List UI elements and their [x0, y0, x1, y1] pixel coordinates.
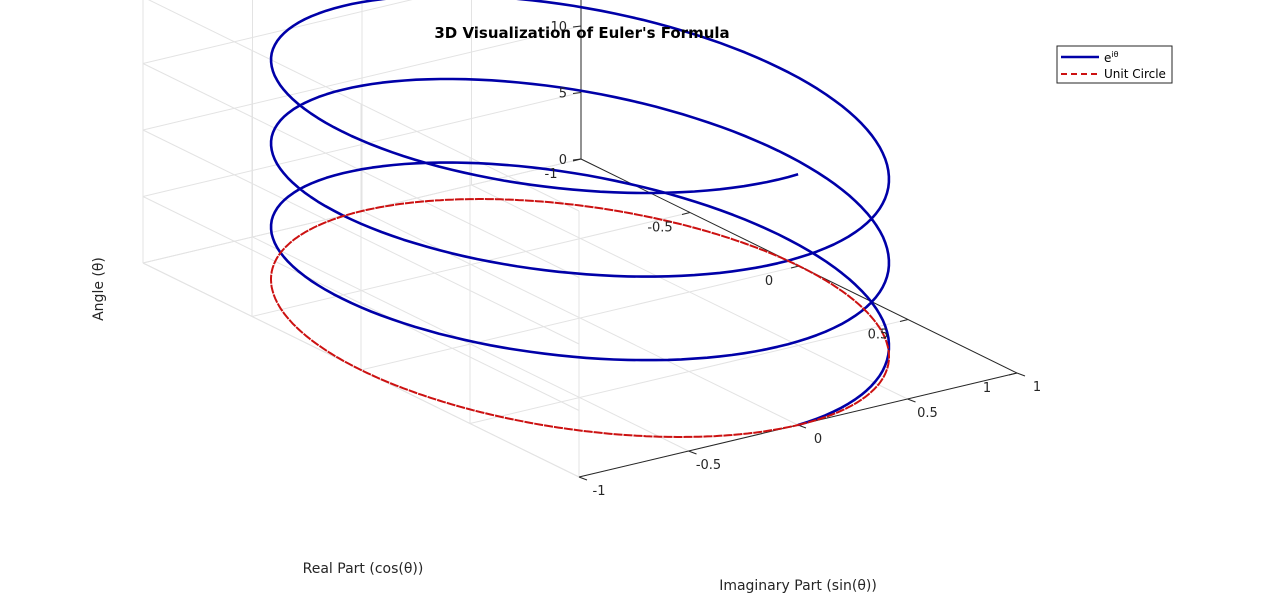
x-axis-label: Real Part (cos(θ)) — [303, 561, 424, 577]
z-tick-label: 10 — [550, 20, 567, 35]
y-tick-label: 1 — [1033, 380, 1041, 395]
legend-label-unit-circle: Unit Circle — [1104, 67, 1166, 81]
legend-label-euler-base: e — [1104, 51, 1111, 65]
legend: eiθ Unit Circle — [1056, 45, 1173, 84]
z-tick-label: 5 — [559, 87, 567, 102]
wall-grid-line — [142, 0, 413, 64]
axes — [572, 0, 1026, 481]
legend-label-euler: eiθ — [1104, 50, 1119, 65]
floor-grid-line — [469, 319, 909, 424]
y-axis-label: Imaginary Part (sin(θ)) — [719, 578, 877, 593]
y-tick-mark — [688, 450, 697, 455]
y-tick-label: -0.5 — [696, 458, 721, 473]
floor-grid-line — [471, 184, 908, 400]
floor-grid-line — [361, 210, 799, 426]
z-tick-mark — [572, 92, 582, 94]
z-tick-mark — [572, 25, 582, 28]
x-tick-label: 0.5 — [868, 328, 889, 343]
x-tick-label: 1 — [983, 381, 991, 396]
x-tick-mark — [681, 212, 691, 215]
wall-grid-line — [142, 25, 582, 131]
tick-labels: -1-0.500.51-1-0.500.5105101520 — [545, 20, 1042, 499]
legend-label-euler-superscript: iθ — [1111, 50, 1118, 59]
wall-grid-line — [142, 196, 580, 411]
x-tick-mark — [899, 319, 909, 322]
series-euler-helix — [269, 0, 891, 427]
wall-grid-line — [142, 129, 580, 345]
y-tick-label: -1 — [593, 484, 606, 499]
x-tick-mark — [1008, 372, 1018, 376]
z-tick-mark — [572, 158, 582, 161]
y-tick-mark — [1016, 372, 1026, 377]
y-tick-label: 0 — [814, 432, 822, 447]
chart-title: 3D Visualization of Euler's Formula — [434, 24, 729, 42]
z-axis-label: Angle (θ) — [91, 257, 107, 321]
y-tick-mark — [578, 476, 588, 481]
plot-area — [269, 0, 891, 438]
x-tick-label: -1 — [545, 167, 558, 182]
x-tick-label: 0 — [765, 274, 773, 289]
x-tick-label: -0.5 — [647, 221, 672, 236]
y-tick-mark — [907, 398, 916, 403]
wall-grid-line — [142, 92, 582, 197]
legend-box — [1056, 45, 1173, 84]
z-tick-label: 0 — [559, 153, 567, 168]
wall-grid-line — [147, 0, 580, 212]
series-unit-circle — [270, 198, 890, 438]
y-tick-label: 0.5 — [917, 406, 938, 421]
